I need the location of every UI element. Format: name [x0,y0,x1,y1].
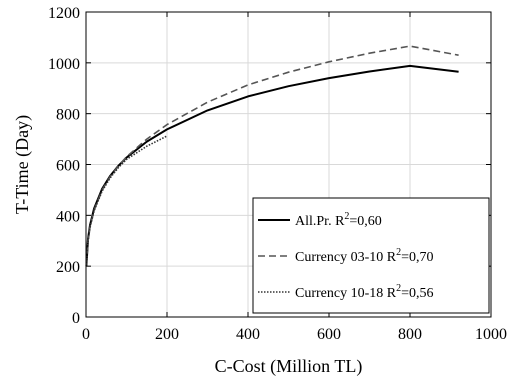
x-tick-label: 800 [398,326,422,343]
y-tick-label: 600 [56,158,80,175]
x-tick-label: 600 [317,326,341,343]
legend-box [252,197,490,314]
y-tick-label: 200 [56,259,80,276]
y-tick-label: 1200 [48,5,80,22]
x-tick-label: 1000 [475,326,507,343]
x-tick-label: 0 [82,326,90,343]
axis-ticks: 0 200 400 600 800 1000 0 200 400 600 800 1000 1200 [48,5,507,343]
x-tick-label: 200 [155,326,179,343]
series-lines [85,45,459,267]
legend-label-3: Currency 10-18 R2=0,56 [295,283,434,301]
series-line-1 [85,64,459,267]
legend-label-2: Currency 03-10 R2=0,70 [295,247,434,265]
legend: All.Pr. R2=0,60 Currency 03-10 R2=0,70 Cur… [252,197,490,314]
y-tick-label: 400 [56,208,80,225]
y-tick-label: 0 [72,310,80,327]
legend-label-1: All.Pr. R2=0,60 [295,211,382,229]
y-axis-label: T-Time (Day) [12,115,33,214]
y-tick-label: 800 [56,107,80,124]
series-line-3 [85,135,168,267]
x-axis-label: C-Cost (Million TL) [215,356,363,377]
x-tick-label: 400 [236,326,260,343]
series-line-2 [85,45,459,265]
y-tick-label: 1000 [48,56,80,73]
